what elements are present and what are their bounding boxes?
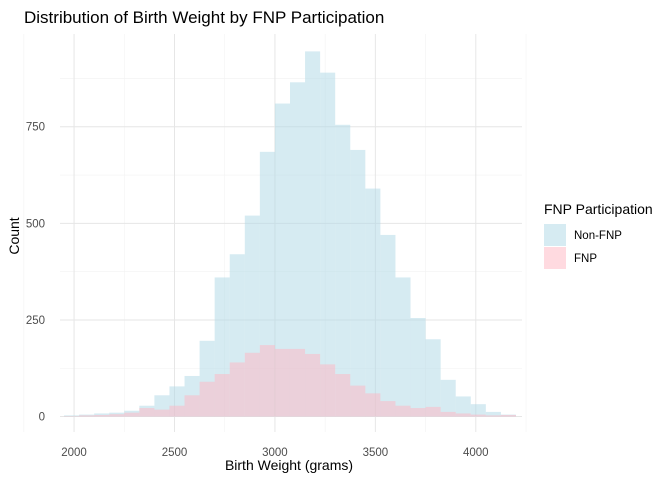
- bar-fnp-26: [455, 413, 471, 417]
- bar-non-fnp-19: [350, 149, 366, 417]
- y-axis-tick-labels: 0 250 500 750: [26, 122, 45, 424]
- bar-non-fnp-22: [395, 277, 411, 417]
- histogram-bars: [64, 51, 516, 417]
- bar-non-fnp-25: [440, 379, 456, 417]
- chart-title: Distribution of Birth Weight by FNP Part…: [24, 8, 384, 27]
- legend-title: FNP Participation: [544, 201, 653, 217]
- y-tick-label-2: 500: [26, 218, 45, 230]
- bar-fnp-12: [244, 352, 260, 417]
- bar-non-fnp-21: [380, 234, 396, 417]
- bar-fnp-6: [154, 409, 170, 417]
- bar-fnp-11: [229, 362, 245, 417]
- bar-non-fnp-23: [410, 318, 426, 417]
- x-axis-tick-labels: 2000 2500 3000 3500 4000: [61, 447, 488, 459]
- bar-fnp-8: [184, 395, 200, 417]
- x-tick-label-1: 2500: [162, 447, 188, 459]
- bar-fnp-22: [395, 405, 411, 417]
- bar-non-fnp-0: [64, 415, 80, 417]
- bar-fnp-2: [94, 414, 110, 417]
- legend-key-fnp: [544, 247, 566, 269]
- bar-fnp-28: [485, 415, 501, 417]
- bar-fnp-3: [109, 414, 125, 417]
- bar-non-fnp-16: [305, 51, 321, 417]
- y-tick-label-3: 750: [26, 122, 45, 134]
- y-tick-label-1: 250: [26, 315, 45, 327]
- x-tick-label-4: 4000: [463, 447, 489, 459]
- bar-fnp-25: [440, 411, 456, 417]
- bar-fnp-18: [335, 374, 351, 417]
- bar-non-fnp-28: [485, 411, 501, 417]
- x-tick-label-2: 3000: [262, 447, 288, 459]
- bar-non-fnp-17: [320, 72, 336, 417]
- bar-non-fnp-24: [425, 339, 441, 417]
- bar-fnp-20: [365, 393, 381, 417]
- x-tick-label-0: 2000: [61, 447, 87, 459]
- bar-non-fnp-18: [335, 124, 351, 417]
- y-axis-title: Count: [6, 217, 22, 254]
- bar-non-fnp-15: [289, 82, 306, 417]
- bar-fnp-5: [139, 408, 155, 417]
- bar-non-fnp-27: [470, 404, 486, 417]
- bar-fnp-9: [199, 381, 215, 417]
- legend: FNP Participation Non-FNP FNP: [544, 201, 653, 269]
- legend-key-non-fnp: [544, 224, 566, 246]
- bar-fnp-27: [470, 414, 486, 417]
- bar-fnp-1: [79, 415, 95, 417]
- y-tick-label-0: 0: [39, 412, 45, 424]
- legend-label-fnp: FNP: [574, 253, 597, 265]
- bar-fnp-15: [289, 348, 306, 417]
- bar-fnp-4: [124, 412, 140, 417]
- x-tick-label-3: 3500: [363, 447, 389, 459]
- bar-fnp-10: [214, 374, 230, 417]
- bar-fnp-14: [274, 348, 290, 417]
- bar-fnp-23: [410, 408, 426, 417]
- bar-fnp-24: [425, 406, 441, 417]
- bar-fnp-17: [320, 364, 336, 417]
- bar-fnp-19: [350, 385, 366, 417]
- bar-non-fnp-26: [455, 396, 471, 417]
- bar-fnp-21: [380, 401, 396, 417]
- bar-fnp-13: [259, 345, 275, 417]
- legend-label-non-fnp: Non-FNP: [574, 230, 622, 242]
- bar-non-fnp-14: [274, 103, 290, 417]
- bar-fnp-7: [169, 405, 185, 417]
- bar-fnp-29: [500, 414, 516, 417]
- series-fnp: [64, 345, 516, 417]
- bar-fnp-16: [305, 353, 321, 417]
- x-axis-title: Birth Weight (grams): [225, 457, 353, 473]
- bar-non-fnp-20: [365, 188, 381, 417]
